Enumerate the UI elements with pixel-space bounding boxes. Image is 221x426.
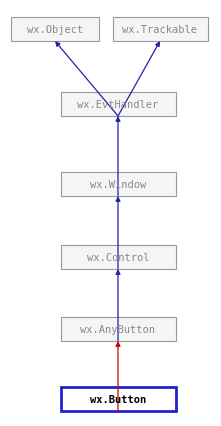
FancyBboxPatch shape: [61, 317, 175, 341]
Text: wx.EvtHandler: wx.EvtHandler: [77, 100, 159, 110]
Text: wx.Control: wx.Control: [87, 253, 149, 262]
FancyBboxPatch shape: [61, 245, 175, 269]
Text: wx.Window: wx.Window: [90, 180, 146, 190]
FancyBboxPatch shape: [112, 18, 208, 42]
FancyBboxPatch shape: [61, 173, 175, 196]
Text: wx.AnyButton: wx.AnyButton: [80, 324, 156, 334]
FancyBboxPatch shape: [61, 387, 175, 411]
Text: wx.Trackable: wx.Trackable: [122, 25, 198, 35]
FancyBboxPatch shape: [11, 18, 99, 42]
FancyBboxPatch shape: [61, 93, 175, 117]
Text: wx.Object: wx.Object: [27, 25, 83, 35]
Text: wx.Button: wx.Button: [90, 394, 146, 404]
